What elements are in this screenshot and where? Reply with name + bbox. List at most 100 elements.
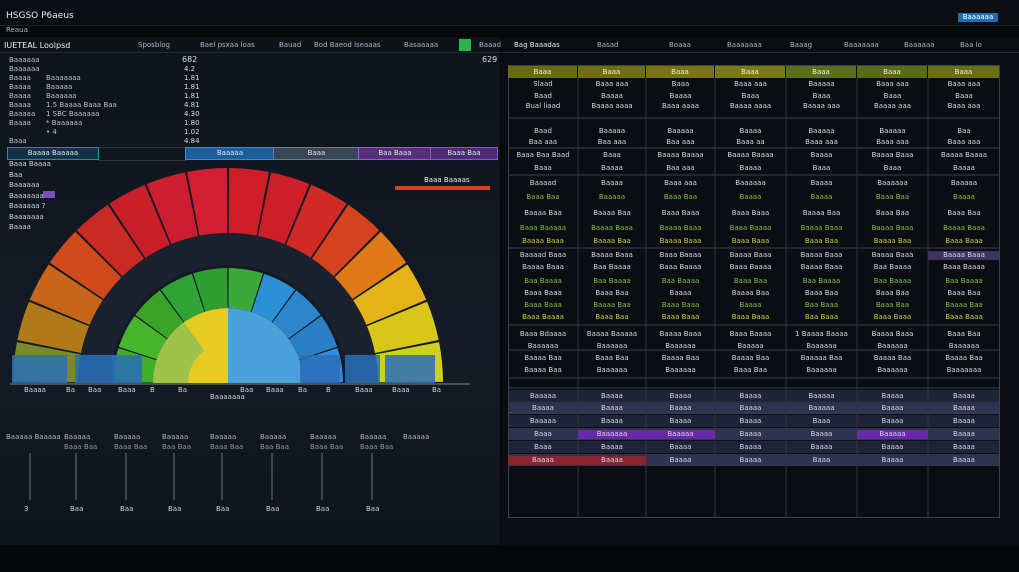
table-cell: Baaaa Baaa [522, 263, 564, 271]
list-label: Baaaaaa [9, 56, 40, 64]
toolbar-item[interactable]: Baa lo [960, 41, 982, 49]
table-cell: Baaaaa [737, 342, 764, 350]
toolbar-item[interactable]: Boaaa [669, 41, 691, 49]
tab[interactable]: Baaa Baa [430, 147, 498, 160]
table-cell: Baaa Baa Baad [516, 151, 570, 159]
table-cell: Baaaa [881, 443, 904, 451]
app-title: HSGSO P6aeus [6, 11, 74, 21]
toolbar-item[interactable]: Basad [597, 41, 619, 49]
table-cell: Baaa Baaa [661, 209, 700, 217]
table-cell: Baa aaa [597, 138, 627, 146]
table-cell: Baa Baaaa [873, 263, 912, 271]
table-cell: Baa Baaa [804, 313, 839, 321]
table-cell: Baa aaa [666, 138, 695, 146]
gauge-segment [118, 315, 168, 360]
slider-value[interactable]: Baa [266, 505, 280, 513]
column-header[interactable]: Baaa [928, 66, 999, 78]
table-cell: Baaaa Baa [945, 301, 983, 309]
toolbar-item[interactable]: Bael psxaa loas [200, 41, 255, 49]
table-cell: Baaaa [881, 392, 904, 400]
table-cell: Baaaaaa [877, 366, 908, 374]
gauge-segment [311, 204, 380, 277]
slider-value[interactable]: Baa [168, 505, 182, 513]
table-cell: Baaa [812, 417, 831, 425]
toolbar-item[interactable]: Baaad [479, 41, 502, 49]
slider-value[interactable]: 3 [24, 505, 29, 513]
column-header[interactable]: Baaa [646, 66, 714, 78]
tab[interactable]: Baa Baaa [358, 147, 432, 160]
gauge-segment [228, 168, 269, 236]
table-cell: Baaaaa [950, 179, 978, 187]
base-bar [385, 355, 435, 383]
table-cell: Baaaa Baaa [871, 151, 914, 159]
table-cell: Baaaa [953, 164, 975, 172]
table-cell: Slaad [533, 80, 553, 88]
table-cell: Baaaa Baaa [928, 251, 1000, 260]
table-cell: Baaaa Baaa [729, 251, 772, 259]
table-cell: Baaa Baa [595, 313, 629, 321]
gauge-segment [29, 264, 103, 325]
tab[interactable]: Baaaa Baaaaa [7, 147, 99, 160]
tab[interactable]: Baaaaa [185, 147, 275, 160]
header-button[interactable]: Baaaaaa [958, 13, 998, 22]
table-cell: Baaa [534, 430, 552, 438]
table-cell: Baaa Baaa [873, 313, 912, 321]
slider-value[interactable]: Baa [316, 505, 330, 513]
toolbar-item[interactable]: Bod Baeod lseaaas [314, 41, 381, 49]
summary-value: 682 [182, 55, 198, 64]
gauge-tick: Baa [88, 386, 102, 394]
table-cell: Baaaa [881, 417, 904, 425]
table-cell: Baad [534, 92, 552, 100]
table-cell: Baaaa aaaa [591, 102, 633, 110]
table-cell: Baaaaaa [578, 430, 646, 439]
toolbar-item[interactable]: Baaaaaaa [727, 41, 762, 49]
toolbar-item[interactable]: Bauad [279, 41, 302, 49]
slider-value[interactable]: Baa [120, 505, 134, 513]
table-cell: Baaaa aaaa [729, 102, 772, 110]
toolbar-item[interactable]: Baaag [790, 41, 813, 49]
table-cell: Baaaa Baa [593, 301, 631, 309]
table-cell: Baaa Baa [663, 193, 698, 201]
column-header[interactable]: Baaa [508, 66, 577, 78]
base-bar [112, 355, 142, 383]
table-cell: Baaa Baa [875, 193, 910, 201]
column-header[interactable]: Baaa [715, 66, 785, 78]
green-indicator[interactable] [459, 39, 471, 51]
column-header[interactable]: Baaa [857, 66, 927, 78]
table-cell: Baaa Baaaa [522, 313, 564, 321]
table-cell: Bual liaad [525, 102, 561, 110]
toolbar-item[interactable]: Basaaaaa [404, 41, 439, 49]
table-cell: Baaaa [669, 417, 692, 425]
table-cell: Baaaa Baa [945, 354, 983, 362]
slider-label: Baaaaa [260, 433, 287, 441]
table-cell: Baaaaaa [596, 366, 628, 374]
table-cell: Baaa aaa [947, 138, 981, 146]
tab[interactable]: Baaa [273, 147, 360, 160]
table-cell: Baaa [812, 456, 831, 464]
slider-value[interactable]: Baa [70, 505, 84, 513]
table-cell: Baaa Baaaa [659, 263, 702, 271]
table-cell: Baaaa Baa [731, 289, 770, 297]
table-cell: Baaa Baa [526, 193, 560, 201]
table-cell: Baaaa Baaa [800, 224, 843, 232]
table-cell: Baaaa [739, 392, 762, 400]
slider-value[interactable]: Baa [366, 505, 380, 513]
table-cell: Baaaa Baaa [659, 330, 702, 338]
slider-value[interactable]: Baa [216, 505, 230, 513]
slider-label: Baaaaa [360, 433, 387, 441]
table-cell: Baaa Baa [947, 209, 981, 217]
toolbar-item[interactable]: Sposblog [138, 41, 170, 49]
table-cell: Baaaa [669, 456, 692, 464]
column-header[interactable]: Baaa [578, 66, 645, 78]
gauge-segment [366, 301, 439, 354]
toolbar-item[interactable]: Baaaaaaa [844, 41, 879, 49]
list-label: Baaa [9, 137, 27, 145]
gauge-segment [187, 168, 228, 236]
column-header[interactable]: Baaa [786, 66, 856, 78]
table-cell: Baaa Baaaa [729, 263, 772, 271]
toolbar-item[interactable]: Baaaaaa [904, 41, 935, 49]
gauge-tick: Ba [432, 386, 442, 394]
gauge-tick: Baaa [266, 386, 284, 394]
table-cell: Baaaa [739, 417, 762, 425]
table-cell: Baaaa Baaa [871, 330, 914, 338]
